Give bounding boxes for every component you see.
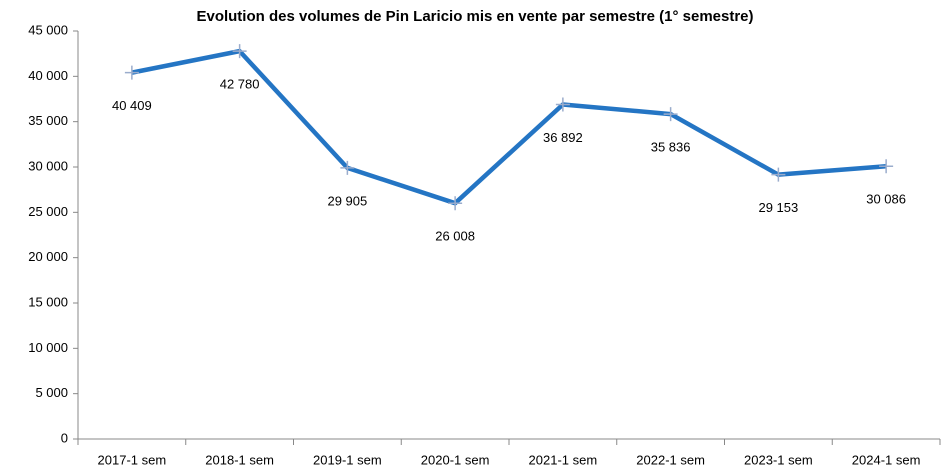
marker <box>771 167 786 182</box>
x-tick-label: 2018-1 sem <box>205 452 274 467</box>
series-line <box>131 48 887 206</box>
x-tick-label: 2023-1 sem <box>744 452 813 467</box>
data-label: 36 892 <box>543 130 583 145</box>
x-tick-label: 2020-1 sem <box>421 452 490 467</box>
x-tick-label: 2024-1 sem <box>852 452 921 467</box>
data-label: 40 409 <box>112 98 152 113</box>
x-tick-label: 2022-1 sem <box>636 452 705 467</box>
marker <box>124 65 139 80</box>
y-tick-label: 0 <box>61 430 68 445</box>
y-tick-label: 35 000 <box>28 113 68 128</box>
y-tick-label: 15 000 <box>28 294 68 309</box>
x-tick-label: 2021-1 sem <box>529 452 598 467</box>
data-label: 29 153 <box>758 200 798 215</box>
y-tick-label: 25 000 <box>28 204 68 219</box>
y-tick-label: 40 000 <box>28 68 68 83</box>
marker <box>555 97 570 112</box>
data-label: 35 836 <box>651 140 691 155</box>
marker <box>448 196 463 211</box>
data-label: 26 008 <box>435 229 475 244</box>
y-tick-label: 20 000 <box>28 249 68 264</box>
y-tick-label: 5 000 <box>35 385 68 400</box>
data-label: 30 086 <box>866 192 906 207</box>
marker <box>232 44 247 59</box>
x-tick-label: 2017-1 sem <box>98 452 167 467</box>
x-tick-label: 2019-1 sem <box>313 452 382 467</box>
chart-title: Evolution des volumes de Pin Laricio mis… <box>196 8 753 25</box>
y-tick-label: 45 000 <box>28 22 68 37</box>
y-tick-label: 10 000 <box>28 340 68 355</box>
marker <box>663 107 678 122</box>
marker <box>879 159 894 174</box>
data-label: 29 905 <box>327 193 367 208</box>
marker <box>340 160 355 175</box>
y-tick-label: 30 000 <box>28 158 68 173</box>
data-label: 42 780 <box>220 77 260 92</box>
